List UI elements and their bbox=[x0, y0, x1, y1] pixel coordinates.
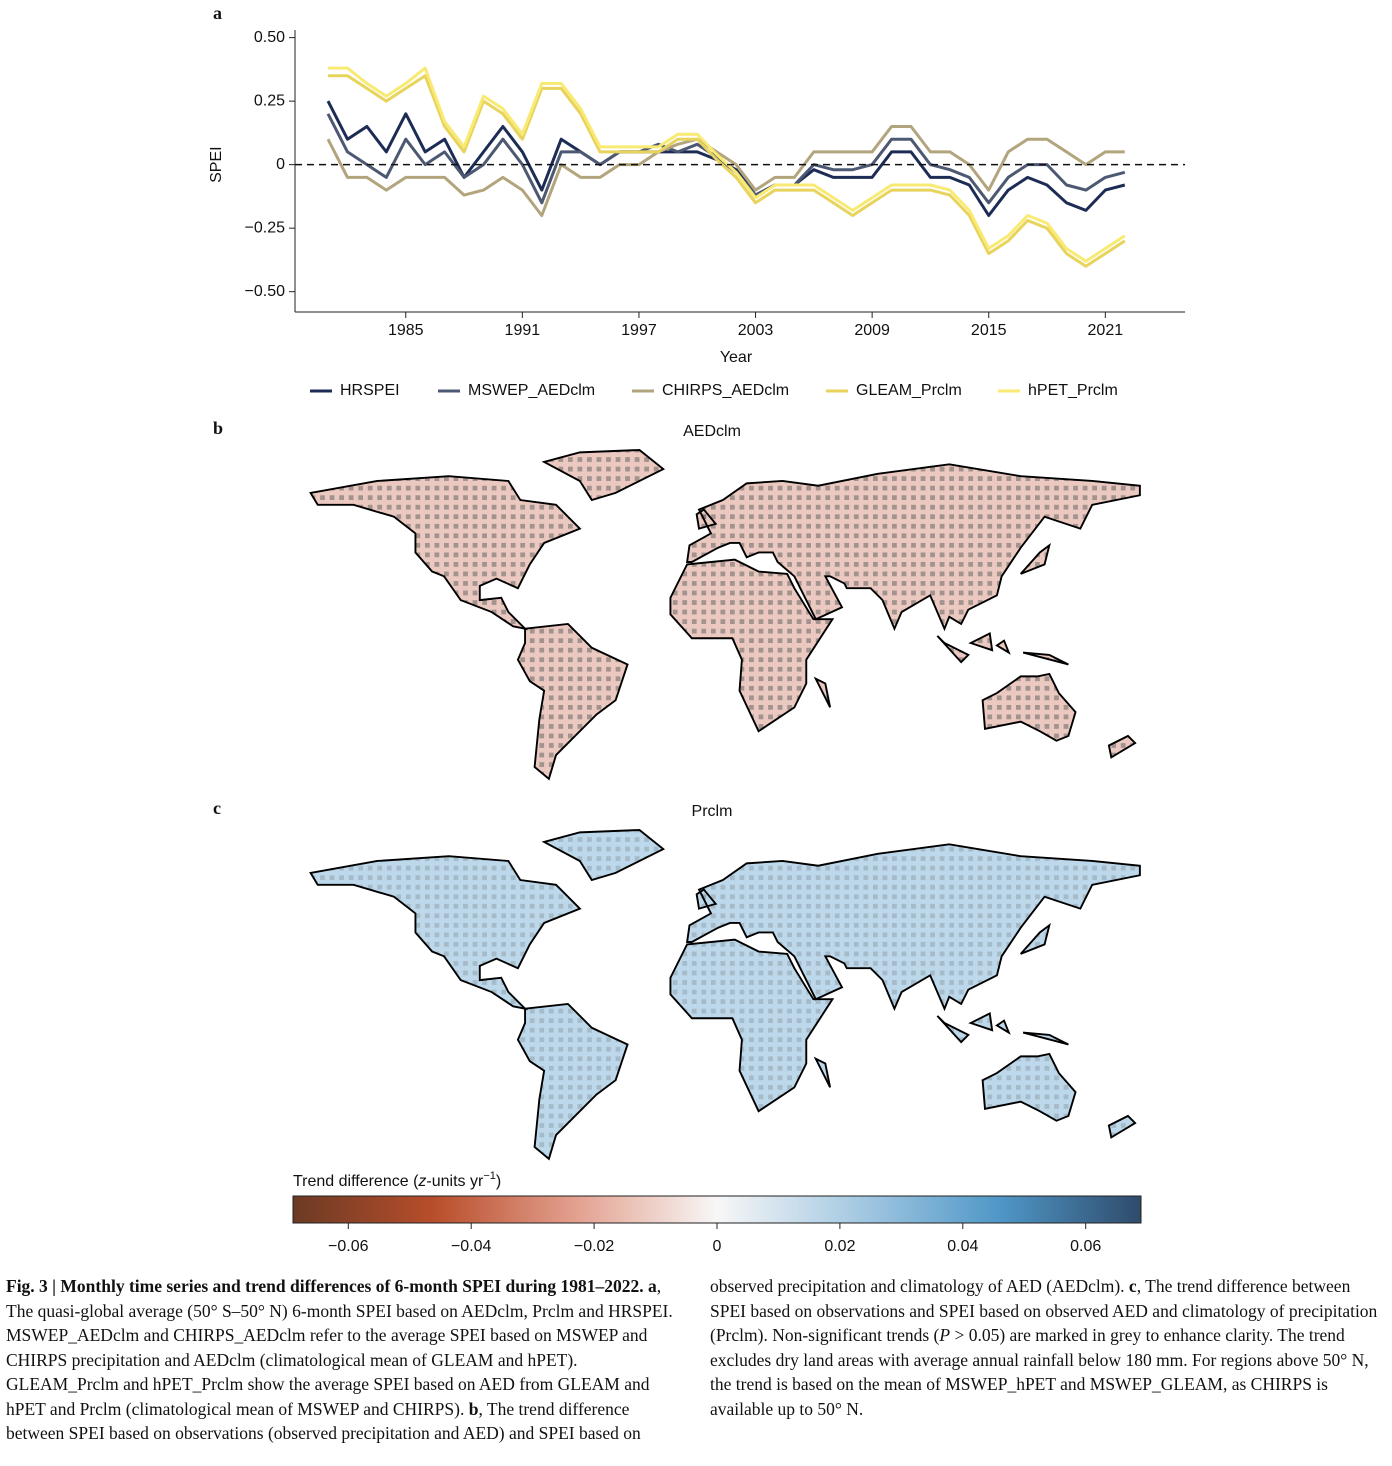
caption-text: P bbox=[939, 1325, 951, 1345]
caption-text: c bbox=[1128, 1276, 1137, 1296]
legend-label: hPET_Prclm bbox=[1028, 382, 1118, 399]
y-tick-label: −0.25 bbox=[245, 219, 286, 236]
caption-text: , The trend difference between SPEI base… bbox=[710, 1276, 1378, 1345]
colorbar-label-part: z bbox=[417, 1173, 426, 1190]
series-line bbox=[328, 66, 1126, 263]
y-axis-label: SPEI bbox=[208, 146, 225, 182]
y-tick-label: 0.25 bbox=[254, 92, 285, 109]
colorbar-label-part: −1 bbox=[483, 1170, 496, 1182]
x-axis-label: Year bbox=[720, 349, 753, 366]
x-tick-label: 1985 bbox=[388, 322, 424, 339]
colorbar-tick-label: 0.06 bbox=[1070, 1238, 1101, 1255]
x-tick-label: 2003 bbox=[738, 322, 774, 339]
colorbar-label-part: -units yr bbox=[426, 1173, 484, 1190]
x-tick-label: 1991 bbox=[505, 322, 541, 339]
series-line bbox=[328, 74, 1126, 268]
colorbar-tick-label: 0.04 bbox=[947, 1238, 978, 1255]
x-tick-label: 2021 bbox=[1088, 322, 1124, 339]
x-tick-label: 2009 bbox=[854, 322, 890, 339]
map bbox=[309, 448, 1142, 781]
x-tick-label: 2015 bbox=[971, 322, 1007, 339]
y-tick-label: −0.50 bbox=[245, 283, 286, 300]
colorbar-tick-label: −0.06 bbox=[328, 1238, 369, 1255]
map-title: AEDclm bbox=[683, 423, 741, 440]
colorbar bbox=[292, 1195, 1142, 1224]
colorbar-label-part: Trend difference ( bbox=[293, 1173, 419, 1190]
map bbox=[309, 828, 1142, 1161]
panel-label: c bbox=[213, 798, 221, 818]
colorbar-tick-label: −0.02 bbox=[574, 1238, 615, 1255]
legend-label: HRSPEI bbox=[340, 382, 400, 399]
panel-label: a bbox=[213, 3, 222, 23]
panel-label: b bbox=[213, 418, 223, 438]
caption-text: , The trend difference between SPEI base… bbox=[6, 1276, 1129, 1443]
legend-label: MSWEP_AEDclm bbox=[468, 382, 595, 399]
colorbar-label-part: ) bbox=[496, 1173, 501, 1190]
colorbar-tick-label: 0.02 bbox=[824, 1238, 855, 1255]
colorbar-label: Trend difference (z-units yr−1) bbox=[293, 1170, 501, 1190]
y-tick-label: 0 bbox=[276, 156, 285, 173]
caption-text: b bbox=[468, 1398, 479, 1419]
colorbar-tick-label: 0 bbox=[713, 1238, 722, 1255]
caption: Fig. 3 | Monthly time series and trend d… bbox=[6, 1274, 1384, 1446]
caption-text: , The quasi-global average (50° S–50° N)… bbox=[6, 1276, 673, 1419]
figure: a −0.50 −0.25 0 0.25 0.50 1985 1991 1997 2003 2009… bbox=[208, 3, 1185, 1255]
x-tick-label: 1997 bbox=[621, 322, 657, 339]
map-title: Prclm bbox=[692, 803, 733, 820]
legend-label: CHIRPS_AEDclm bbox=[662, 382, 789, 399]
colorbar-tick-label: −0.04 bbox=[451, 1238, 492, 1255]
legend-label: GLEAM_Prclm bbox=[856, 382, 962, 399]
caption-text: > 0.05) are marked in grey to enhance cl… bbox=[710, 1325, 1369, 1419]
y-tick-label: 0.50 bbox=[254, 29, 285, 46]
series-line bbox=[326, 125, 1125, 217]
caption-text: Fig. 3 | Monthly time series and trend d… bbox=[6, 1276, 657, 1296]
